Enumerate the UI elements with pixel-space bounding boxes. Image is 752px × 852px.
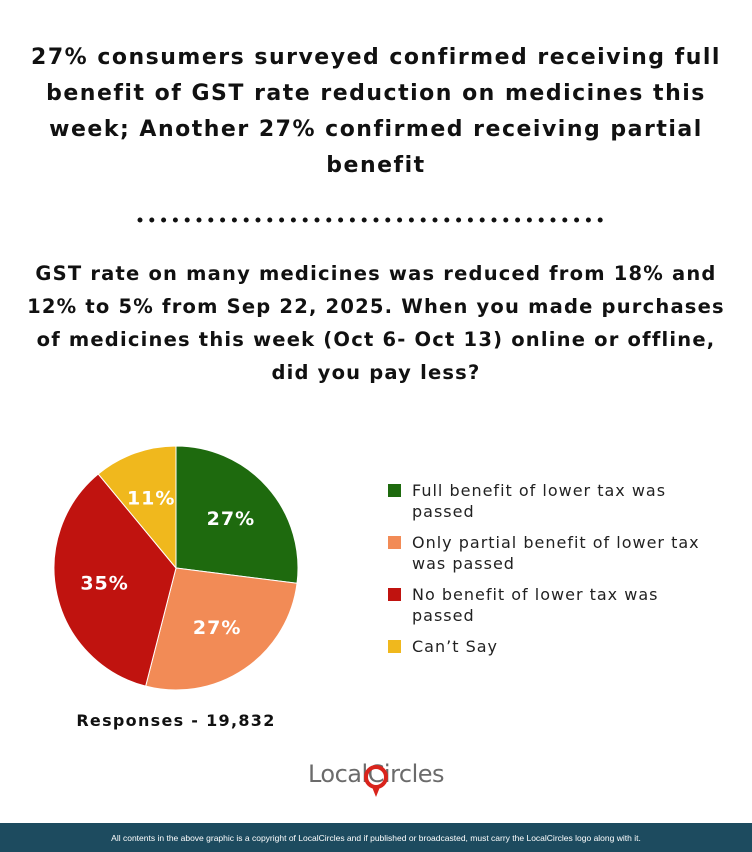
pie-slice (145, 567, 298, 691)
legend-swatch (388, 536, 401, 549)
separator (137, 217, 615, 223)
legend-item: Only partial benefit of lower tax was pa… (388, 532, 708, 574)
chart-title: 27% consumers surveyed confirmed receivi… (31, 45, 721, 178)
pie-slice (97, 445, 177, 570)
pie-slice (175, 445, 299, 584)
data-label: 27% (193, 617, 241, 639)
legend-item: No benefit of lower tax was passed (388, 584, 708, 626)
responses-annotation: Responses - 19,832 (76, 711, 276, 730)
legend-item: Can’t Say (388, 636, 708, 657)
legend-label: No benefit of lower tax was passed (412, 585, 659, 625)
footer: All contents in the above graphic is a c… (0, 823, 752, 852)
legend-item: Full benefit of lower tax was passed (388, 480, 708, 522)
legend-swatch (388, 588, 401, 601)
chart-subtitle: GST rate on many medicines was reduced f… (27, 262, 725, 384)
legend-label: Only partial benefit of lower tax was pa… (412, 533, 700, 573)
legend-label: Full benefit of lower tax was passed (412, 481, 667, 521)
pie-slice (53, 473, 177, 687)
data-label: 11% (127, 488, 175, 510)
logo: LocalCircles (250, 760, 502, 788)
footer-text: All contents in the above graphic is a c… (111, 833, 641, 843)
data-label: 35% (80, 572, 128, 594)
pie-chart: 27% 27% 35% 11% (53, 445, 299, 691)
legend-label: Can’t Say (412, 637, 498, 656)
legend-swatch (388, 484, 401, 497)
logo-pin (364, 765, 388, 797)
logo-text: LocalCircles (307, 760, 445, 788)
data-label: 27% (207, 508, 255, 530)
legend: Full benefit of lower tax was passed Only… (388, 480, 708, 667)
legend-swatch (388, 640, 401, 653)
